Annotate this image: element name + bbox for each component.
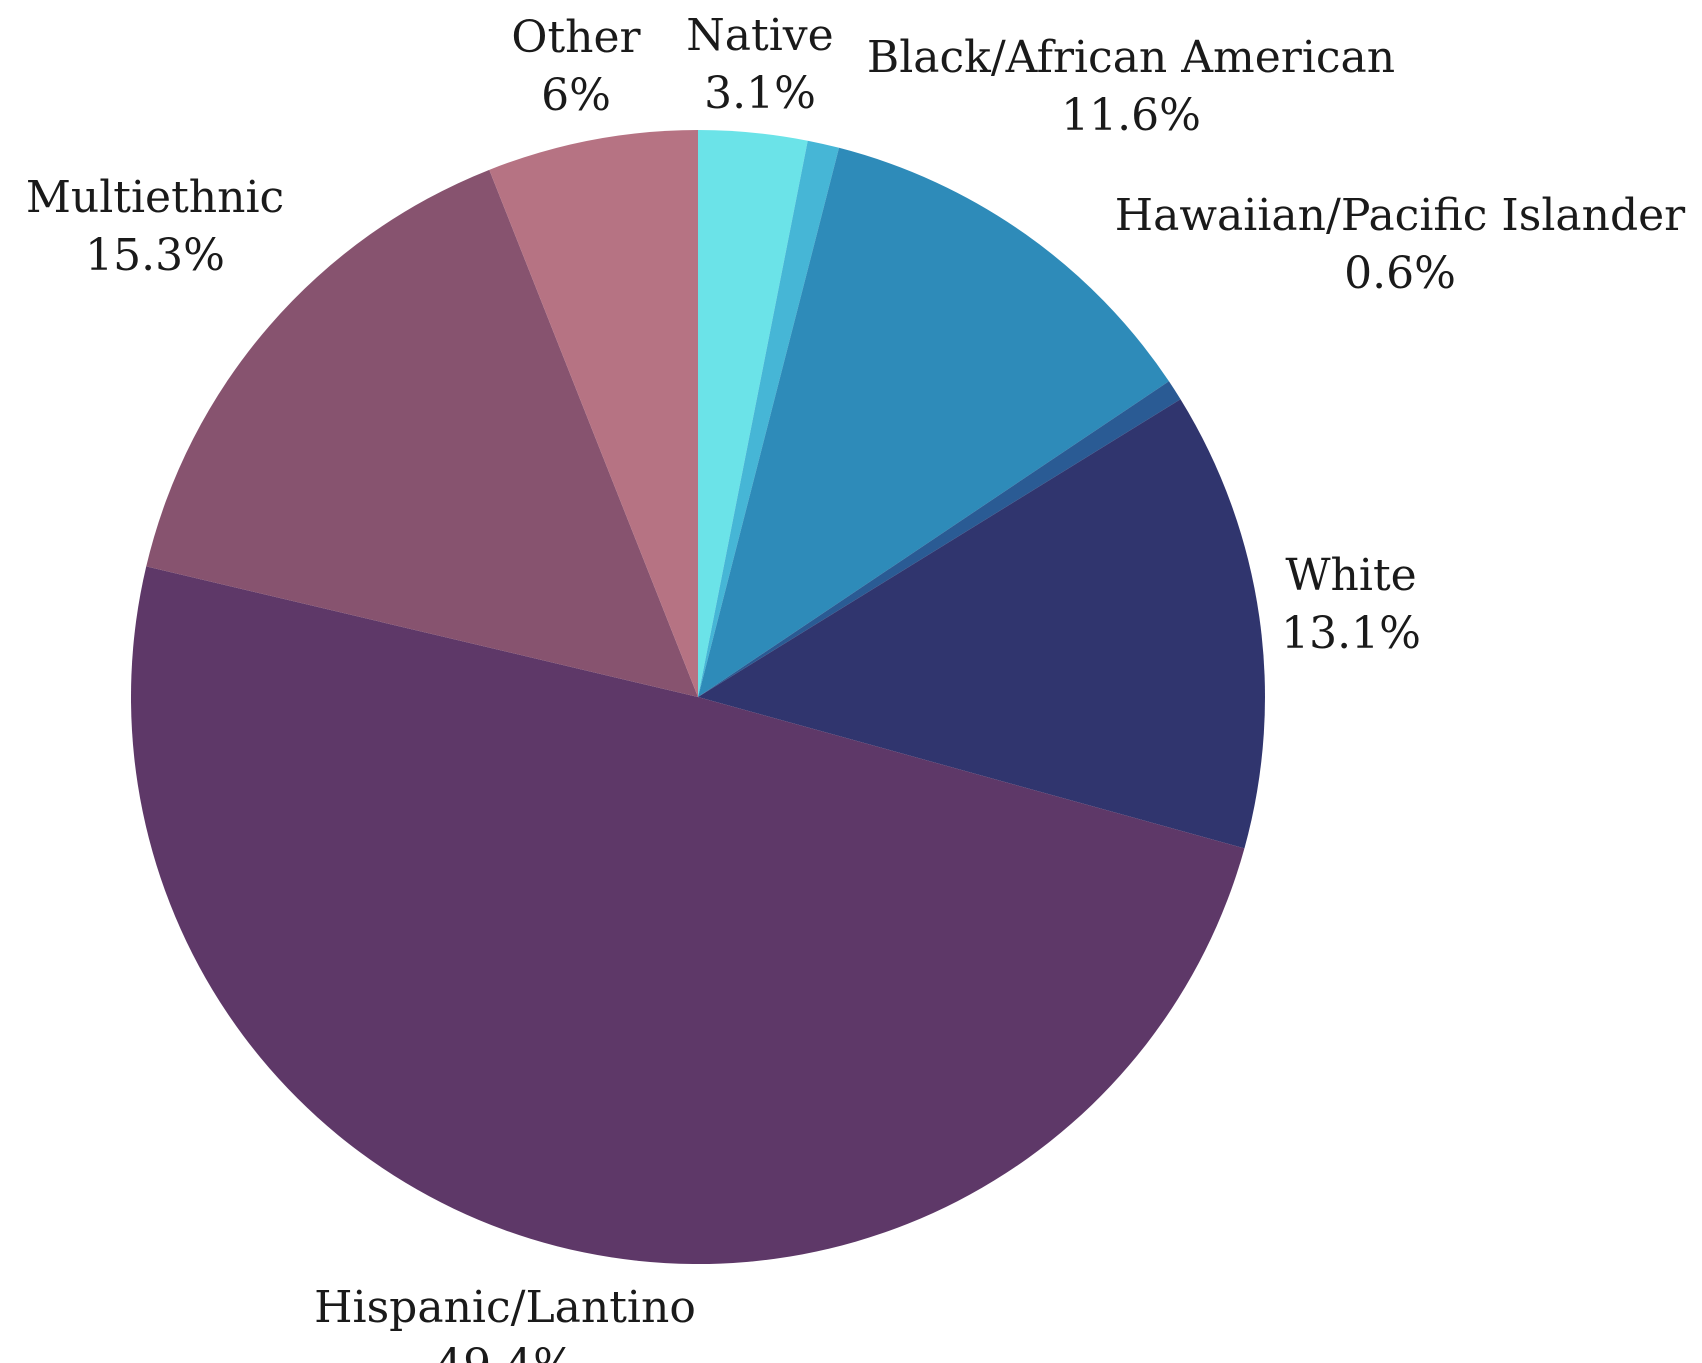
slice-value-label-hawaiian-pacific-islander: 0.6% <box>1344 248 1456 299</box>
slice-label-multiethnic: Multiethnic <box>26 172 284 223</box>
slice-value-label-white: 13.1% <box>1281 608 1421 659</box>
slice-value-label-black-african-american: 11.6% <box>1061 90 1201 141</box>
pie-slice-other <box>489 130 698 697</box>
slice-label-white: White <box>1285 550 1416 601</box>
slice-label-other: Other <box>511 12 641 63</box>
pie-labels: Native 3.1% Black/African American 11.6% Haw… <box>26 10 1686 1363</box>
pie-slice-white <box>698 399 1265 849</box>
pie-slice-hawaiian-pacific-islander <box>698 381 1181 697</box>
pie-slice-black-african-american <box>698 147 1169 697</box>
pie-slice-multiethnic <box>146 169 698 697</box>
slice-label-hawaiian-pacific-islander: Hawaiian/Pacific Islander <box>1115 190 1686 241</box>
slice-value-label-multiethnic: 15.3% <box>85 230 225 281</box>
slice-label-hispanic-lantino: Hispanic/Lantino <box>314 1282 696 1333</box>
slice-label-black-african-american: Black/African American <box>867 32 1395 83</box>
slice-value-label-other: 6% <box>541 70 611 121</box>
pie-slice-native <box>698 130 808 697</box>
slice-value-label-hispanic-lantino: 49.4% <box>435 1340 575 1363</box>
pie-slice-unlabeled <box>698 140 840 698</box>
slice-label-native: Native <box>686 10 833 61</box>
pie-slice-hispanic-lantino <box>130 566 1245 1265</box>
slice-value-label-native: 3.1% <box>704 68 816 119</box>
pie-slices <box>130 130 1265 1265</box>
